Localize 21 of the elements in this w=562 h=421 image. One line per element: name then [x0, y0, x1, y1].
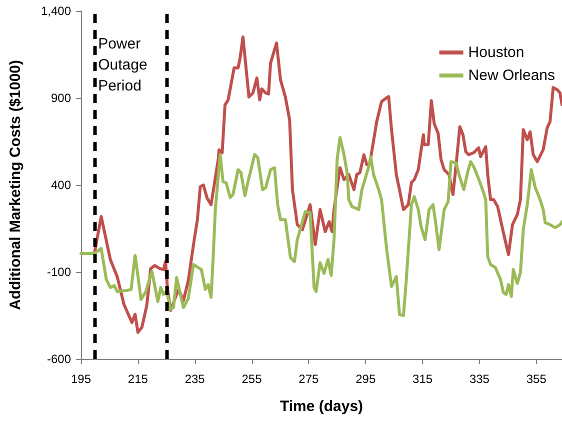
x-tick-label: 255 [242, 372, 262, 386]
y-tick-label: 400 [50, 178, 72, 192]
x-tick-label: 195 [70, 372, 92, 386]
x-tick-label: 235 [184, 372, 206, 386]
x-tick-label: 275 [298, 372, 320, 386]
y-tick-label: 900 [50, 91, 72, 105]
line-series [92, 35, 562, 334]
x-tick-label: 295 [356, 372, 376, 386]
y-tick-label: -600 [46, 352, 72, 366]
legend-label: New Orleans [468, 67, 556, 84]
x-tick-label: 315 [412, 372, 433, 386]
y-tick-label: 1,400 [40, 4, 72, 18]
legend-label: Houston [468, 44, 524, 61]
annotation: Power Outage Period [98, 36, 152, 95]
x-tick-label: 215 [128, 372, 148, 386]
y-axis-title: Additional Marketing Costs ($1000) [7, 60, 24, 310]
line-series [80, 136, 562, 317]
x-tick-label: 335 [469, 372, 490, 386]
x-axis-title: Time (days) [280, 398, 364, 415]
y-tick-label: -100 [46, 265, 72, 279]
x-tick-label: 355 [526, 372, 547, 386]
